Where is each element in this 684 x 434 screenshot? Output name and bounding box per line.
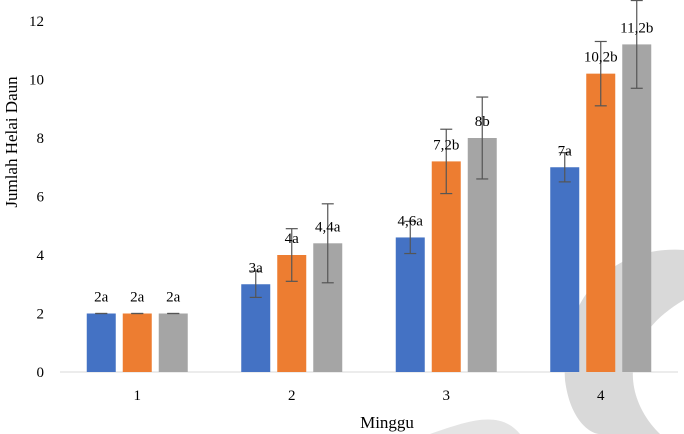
y-tick-label: 4 [37,248,45,264]
data-label: 3a [249,260,264,276]
data-label: 2a [94,290,109,306]
bar [241,284,271,372]
bar [86,313,116,372]
bars [86,44,652,373]
error-bar [630,0,643,89]
bar [158,313,188,372]
error-bar [558,152,571,183]
error-bar [285,228,298,282]
bar [550,167,580,372]
data-label: 7a [558,143,573,159]
error-bar [249,270,262,299]
error-bar [321,203,334,284]
data-label: 4a [285,231,300,247]
bar [622,44,652,373]
data-label: 2a [130,290,145,306]
x-tick-label: 2 [288,388,296,404]
data-label: 10,2b [584,50,618,66]
x-axis-ticks: 1 2 3 4 [134,388,606,404]
y-tick-label: 6 [37,190,45,206]
x-tick-label: 1 [134,388,142,404]
bar [586,73,616,373]
y-axis-title: Jumlah Helai Daun [2,76,21,208]
data-label: 2a [166,290,181,306]
error-bar [476,96,489,180]
y-axis-ticks: 0 2 4 6 8 10 12 [29,14,45,381]
data-label: 4,4a [315,219,341,235]
bar [431,161,461,372]
y-tick-label: 8 [37,131,45,147]
y-tick-label: 12 [29,14,44,30]
bar [395,237,425,372]
y-tick-label: 2 [37,307,45,323]
x-tick-label: 3 [443,388,451,404]
y-tick-label: 0 [37,365,45,381]
error-bar [594,40,607,107]
x-tick-label: 4 [597,388,605,404]
data-label: 7,2b [433,137,459,153]
data-label: 8b [475,114,490,130]
bar [122,313,152,372]
y-tick-label: 10 [29,73,44,89]
data-label: 4,6a [398,213,424,229]
error-bar [440,128,453,195]
x-axis-title: Minggu [360,413,414,432]
data-label: 11,2b [620,20,653,36]
error-bars [95,0,643,315]
error-bar [404,220,417,255]
